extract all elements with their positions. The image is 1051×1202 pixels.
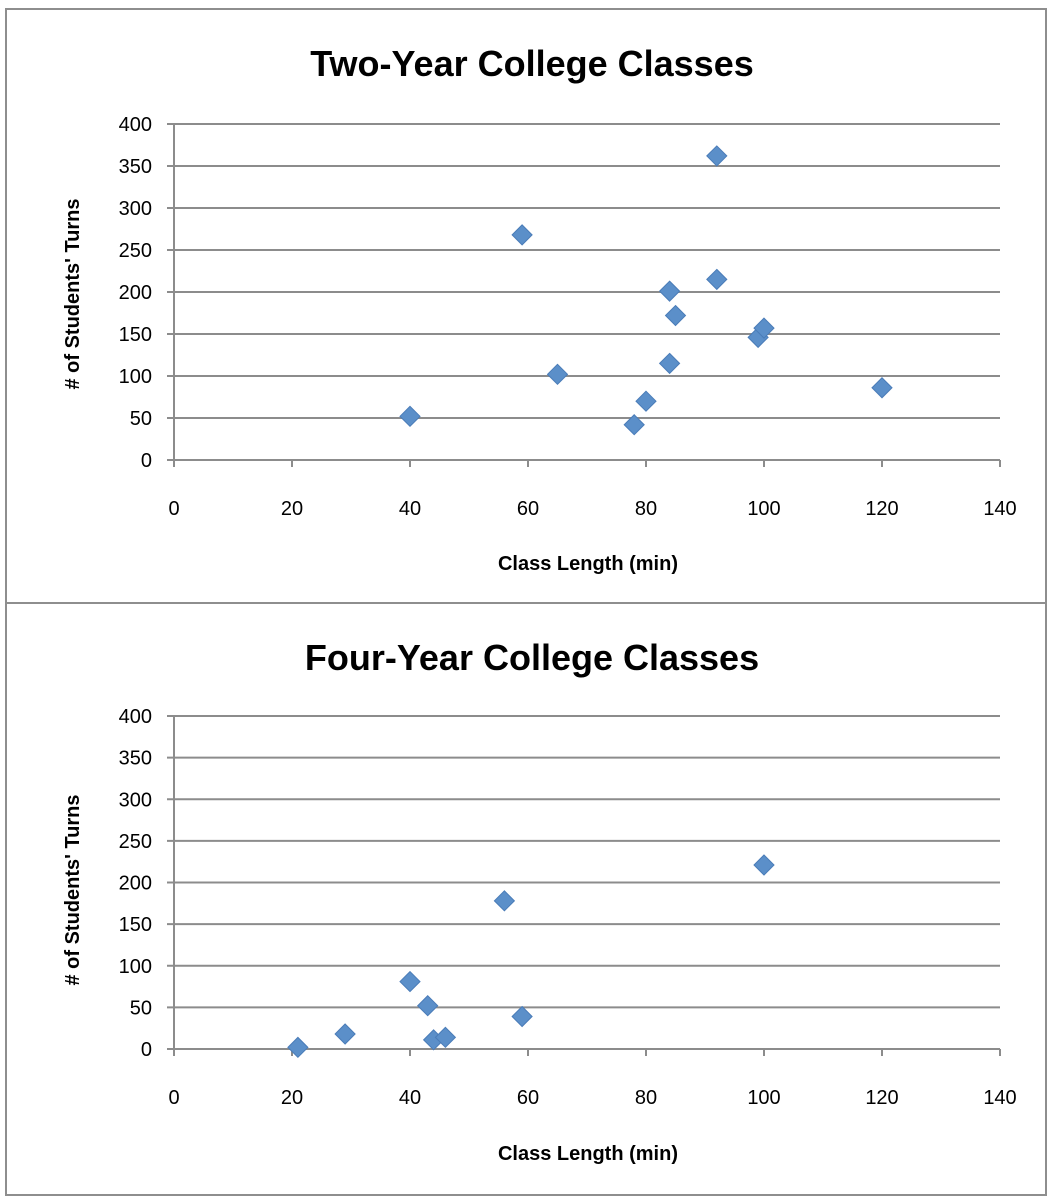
y-tick-label: 350 <box>119 748 152 770</box>
gridlines <box>174 715 1000 1009</box>
y-tick-label: 0 <box>141 450 152 472</box>
x-axis-label: Class Length (min) <box>498 553 678 575</box>
y-tick-label: 200 <box>119 873 152 895</box>
x-tick-labels: 0 20 40 60 80 100 120 140 <box>168 498 1016 520</box>
x-tick-label: 120 <box>865 1087 898 1109</box>
data-point <box>511 224 533 246</box>
x-tick-label: 0 <box>168 498 179 520</box>
x-tick-label: 60 <box>517 1087 539 1109</box>
axes <box>167 715 1001 1056</box>
x-axis-label: Class Length (min) <box>498 1143 678 1165</box>
y-tick-labels: 0 50 100 150 200 250 300 350 400 <box>119 114 152 472</box>
data-point <box>399 405 421 428</box>
y-tick-label: 100 <box>119 956 152 978</box>
data-point <box>416 995 439 1017</box>
data-point <box>287 1036 309 1059</box>
data-point <box>623 414 645 436</box>
x-tick-label: 100 <box>747 1087 780 1109</box>
x-tick-label: 40 <box>399 1087 421 1109</box>
x-tick-labels: 0 20 40 60 80 100 120 140 <box>168 1087 1016 1109</box>
y-tick-label: 400 <box>119 706 152 728</box>
data-point <box>753 854 775 876</box>
x-tick-label: 80 <box>635 1087 657 1109</box>
data-point <box>658 280 681 302</box>
data-point <box>706 145 728 167</box>
y-tick-label: 350 <box>119 156 152 178</box>
axes <box>167 123 1001 467</box>
y-tick-label: 0 <box>141 1039 152 1061</box>
x-tick-label: 40 <box>399 498 421 520</box>
x-tick-label: 80 <box>635 498 657 520</box>
x-tick-label: 60 <box>517 498 539 520</box>
data-point <box>493 890 516 912</box>
data-point <box>511 1005 533 1028</box>
data-point <box>399 970 421 993</box>
data-point <box>706 268 728 291</box>
two-year-chart-panel: Two-Year College Classes 0 50 100 150 200 250… <box>5 8 1047 606</box>
gridlines <box>174 123 1000 419</box>
data-point <box>546 363 569 386</box>
data-point <box>434 1026 457 1049</box>
four-year-scatter-plot: Four-Year College Classes 05010015020025… <box>62 637 1017 1165</box>
x-tick-label: 100 <box>747 498 780 520</box>
y-tick-label: 250 <box>119 831 152 853</box>
data-point <box>664 304 687 327</box>
y-tick-label: 100 <box>119 366 152 388</box>
data-point <box>635 390 657 412</box>
x-tick-label: 140 <box>983 498 1016 520</box>
y-tick-label: 300 <box>119 198 152 220</box>
y-tick-label: 400 <box>119 114 152 136</box>
chart-title: Two-Year College Classes <box>310 43 754 84</box>
data-points <box>287 854 775 1059</box>
four-year-chart-panel: Four-Year College Classes 0 50 100 150 200 25… <box>5 602 1047 1196</box>
y-tick-label: 300 <box>119 789 152 811</box>
x-tick-label: 140 <box>983 1087 1016 1109</box>
y-tick-label: 50 <box>130 997 152 1019</box>
x-tick-label: 20 <box>281 1087 303 1109</box>
x-tick-label: 0 <box>168 1087 179 1109</box>
chart-title: Four-Year College Classes <box>305 637 759 678</box>
data-point <box>871 377 893 399</box>
y-tick-labels: 0 50 100 150 200 250 300 350 400 <box>119 706 152 1061</box>
y-tick-label: 50 <box>130 408 152 430</box>
x-tick-label: 20 <box>281 498 303 520</box>
x-tick-label: 120 <box>865 498 898 520</box>
data-point <box>658 352 681 375</box>
y-axis-label: # of Students' Turns <box>62 198 84 389</box>
data-points <box>399 145 893 436</box>
data-point <box>334 1023 356 1045</box>
two-year-scatter-plot: Two-Year College Classes 050100150200250… <box>62 43 1017 575</box>
y-axis-label: # of Students' Turns <box>62 794 84 985</box>
data-point <box>753 317 775 339</box>
y-tick-label: 150 <box>119 914 152 936</box>
y-tick-label: 200 <box>119 282 152 304</box>
y-tick-label: 150 <box>119 324 152 346</box>
y-tick-label: 250 <box>119 240 152 262</box>
